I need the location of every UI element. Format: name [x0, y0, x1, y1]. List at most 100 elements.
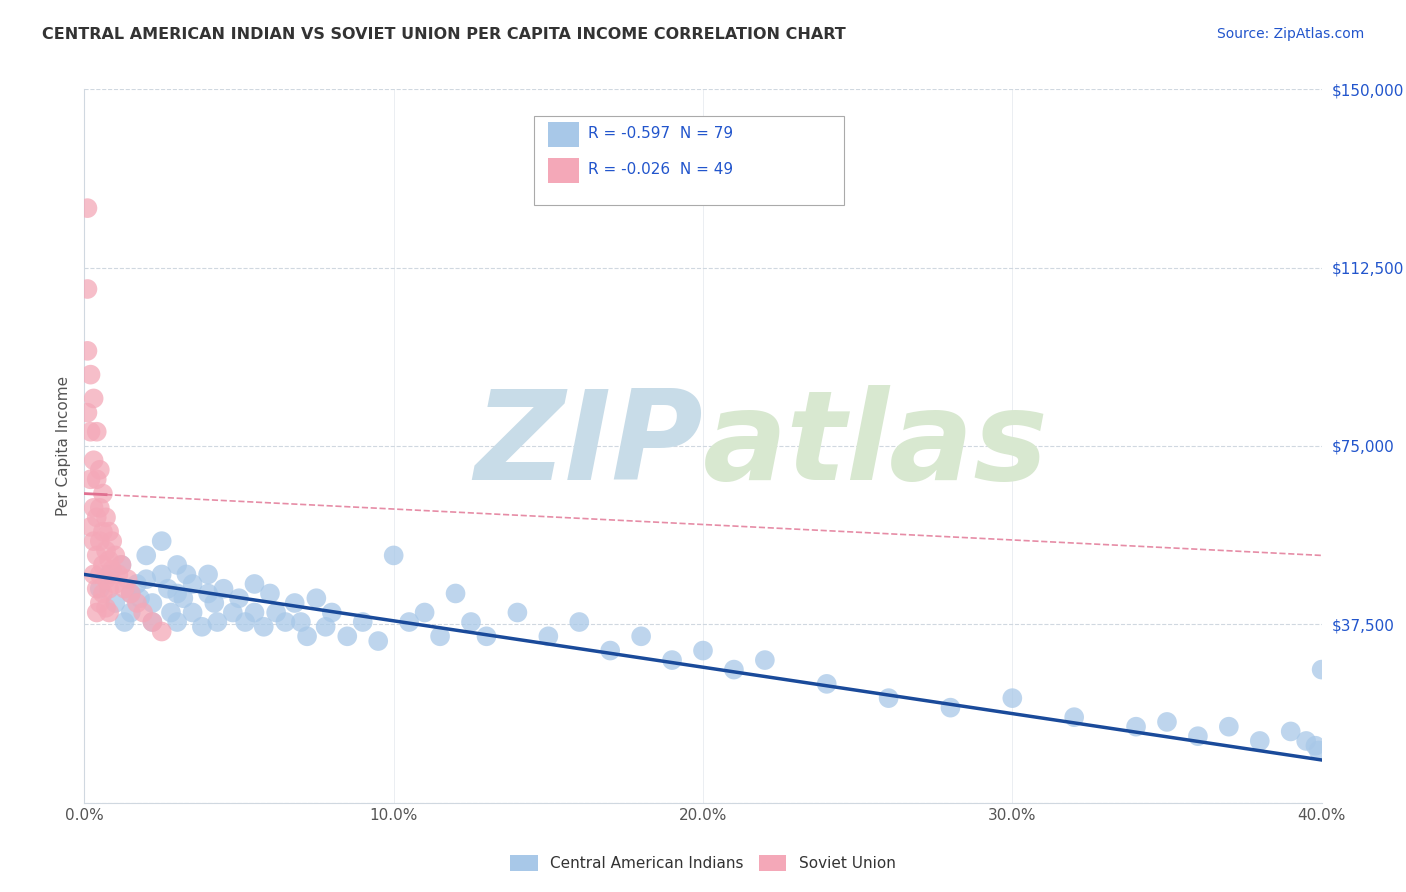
- Point: [1001, 691, 1024, 706]
- Point: [172, 591, 194, 606]
- Point: [98, 606, 121, 620]
- Point: [253, 620, 276, 634]
- Point: [537, 629, 560, 643]
- Point: [197, 586, 219, 600]
- Point: [243, 577, 266, 591]
- Point: [723, 663, 745, 677]
- Point: [83, 567, 105, 582]
- Point: [86, 582, 108, 596]
- Point: [1218, 720, 1240, 734]
- Text: R = -0.597  N = 79: R = -0.597 N = 79: [588, 127, 733, 141]
- Point: [444, 586, 467, 600]
- Point: [83, 453, 105, 467]
- Point: [228, 591, 250, 606]
- Point: [79, 472, 101, 486]
- Point: [89, 534, 111, 549]
- Point: [815, 677, 838, 691]
- Point: [114, 615, 136, 629]
- Point: [125, 577, 148, 591]
- Point: [207, 615, 229, 629]
- Point: [79, 425, 101, 439]
- Point: [141, 615, 163, 629]
- Point: [939, 700, 962, 714]
- Point: [104, 549, 127, 563]
- Point: [429, 629, 451, 643]
- Point: [212, 582, 235, 596]
- Point: [83, 392, 105, 406]
- Point: [599, 643, 621, 657]
- Point: [86, 549, 108, 563]
- Legend: Central American Indians, Soviet Union: Central American Indians, Soviet Union: [505, 849, 901, 877]
- Point: [86, 472, 108, 486]
- Point: [76, 282, 98, 296]
- Text: CENTRAL AMERICAN INDIAN VS SOVIET UNION PER CAPITA INCOME CORRELATION CHART: CENTRAL AMERICAN INDIAN VS SOVIET UNION …: [42, 27, 846, 42]
- Point: [460, 615, 482, 629]
- Point: [114, 582, 136, 596]
- Point: [129, 591, 152, 606]
- Point: [94, 543, 117, 558]
- Point: [83, 534, 105, 549]
- Point: [120, 586, 142, 600]
- Point: [104, 596, 127, 610]
- Point: [101, 534, 124, 549]
- Point: [120, 586, 142, 600]
- Point: [1063, 710, 1085, 724]
- Point: [89, 582, 111, 596]
- Point: [295, 629, 318, 643]
- Point: [1310, 663, 1333, 677]
- Point: [1305, 739, 1327, 753]
- Point: [98, 567, 121, 582]
- Point: [141, 596, 163, 610]
- Point: [101, 563, 124, 577]
- Point: [91, 524, 114, 539]
- Point: [98, 524, 121, 539]
- Point: [336, 629, 359, 643]
- Y-axis label: Per Capita Income: Per Capita Income: [56, 376, 72, 516]
- Point: [1249, 734, 1271, 748]
- Point: [315, 620, 337, 634]
- Point: [1156, 714, 1178, 729]
- Point: [506, 606, 529, 620]
- Point: [243, 606, 266, 620]
- Point: [91, 486, 114, 500]
- Point: [110, 558, 132, 572]
- Point: [76, 343, 98, 358]
- Point: [1125, 720, 1147, 734]
- Point: [692, 643, 714, 657]
- Point: [475, 629, 498, 643]
- Point: [1308, 743, 1330, 757]
- Point: [877, 691, 900, 706]
- Text: ZIP: ZIP: [474, 385, 703, 507]
- Point: [79, 368, 101, 382]
- Point: [76, 201, 98, 215]
- Point: [125, 596, 148, 610]
- Point: [274, 615, 297, 629]
- Point: [222, 606, 245, 620]
- Text: Source: ZipAtlas.com: Source: ZipAtlas.com: [1216, 27, 1364, 41]
- Point: [89, 463, 111, 477]
- Point: [98, 582, 121, 596]
- Point: [160, 606, 183, 620]
- Point: [290, 615, 312, 629]
- Point: [1295, 734, 1317, 748]
- Point: [104, 577, 127, 591]
- Point: [117, 572, 139, 586]
- Point: [86, 606, 108, 620]
- Point: [176, 567, 198, 582]
- Point: [135, 572, 157, 586]
- Point: [91, 586, 114, 600]
- Point: [89, 567, 111, 582]
- Point: [89, 596, 111, 610]
- Point: [98, 553, 121, 567]
- Point: [191, 620, 214, 634]
- Point: [94, 510, 117, 524]
- Point: [76, 406, 98, 420]
- Point: [197, 567, 219, 582]
- Point: [120, 606, 142, 620]
- Point: [166, 586, 188, 600]
- Point: [181, 577, 204, 591]
- Point: [89, 500, 111, 515]
- Point: [264, 606, 287, 620]
- Point: [132, 606, 155, 620]
- Point: [150, 567, 173, 582]
